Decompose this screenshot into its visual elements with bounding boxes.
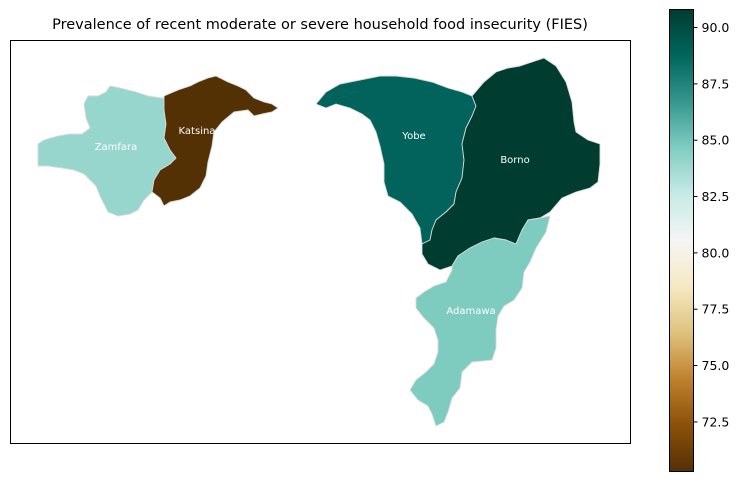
region-label-zamfara: Zamfara (95, 142, 138, 153)
colorbar-tick-label: 85.0 (702, 133, 730, 148)
region-label-yobe: Yobe (401, 131, 425, 142)
colorbar-tick-label: 87.5 (702, 76, 730, 91)
region-label-katsina: Katsina (179, 126, 216, 137)
colorbar-gradient (669, 9, 694, 472)
region-labels: Zamfara Katsina Yobe Borno Adamawa (95, 126, 530, 317)
region-label-adamawa: Adamawa (446, 306, 495, 317)
colorbar-tick-label: 90.0 (702, 20, 730, 35)
colorbar-tick-label: 82.5 (702, 189, 730, 204)
region-adamawa[interactable] (409, 215, 551, 427)
region-zamfara[interactable] (37, 85, 177, 217)
colorbar-frame (669, 9, 694, 472)
colorbar-ticks: 72.5 75.0 77.5 80.0 82.5 85.0 87.5 90.0 (693, 20, 730, 429)
colorbar-tick-label: 77.5 (702, 302, 730, 317)
region-label-borno: Borno (500, 155, 529, 166)
region-katsina[interactable] (151, 75, 279, 207)
map-regions (37, 57, 601, 427)
colorbar-tick-label: 72.5 (702, 414, 730, 429)
map-title: Prevalence of recent moderate or severe … (52, 17, 588, 33)
colorbar-tick-label: 80.0 (702, 245, 730, 260)
colorbar: 72.5 75.0 77.5 80.0 82.5 85.0 87.5 90.0 (669, 9, 730, 472)
colorbar-tick-label: 75.0 (702, 358, 730, 373)
